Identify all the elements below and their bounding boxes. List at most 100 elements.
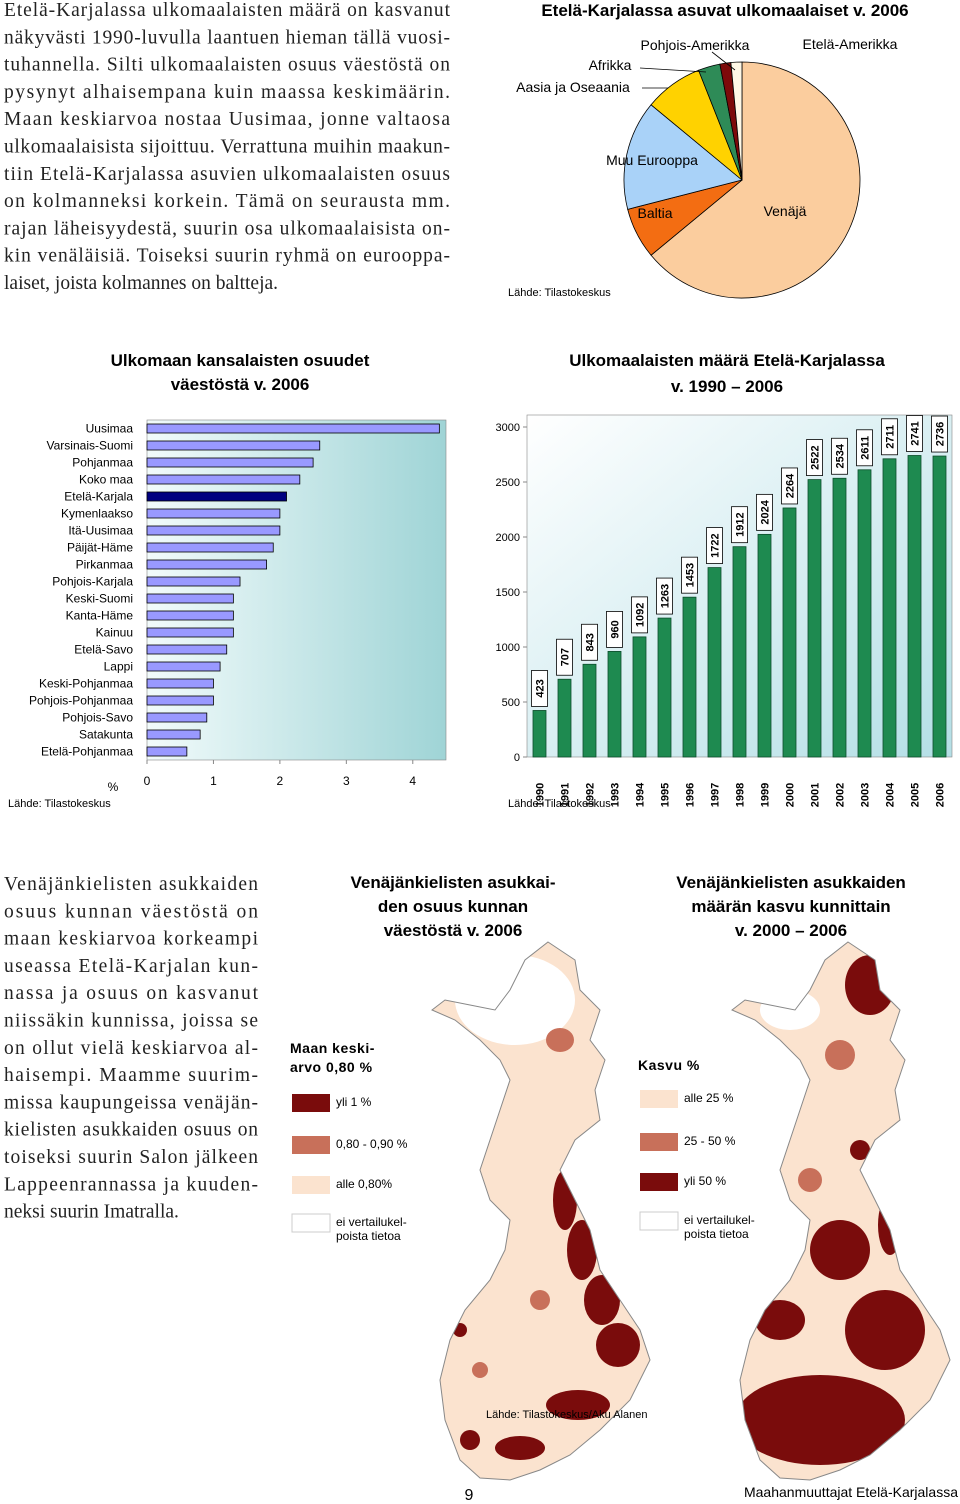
bar	[146, 525, 281, 536]
x-tick-label: 2002	[835, 783, 847, 807]
value-label-box	[831, 437, 848, 475]
paragraph-line: maan keskiarvoa korkeampi	[4, 929, 259, 950]
paragraph-line: on ollut vielä keskiarvoa al-	[4, 1038, 258, 1059]
value-label: 2522	[806, 439, 823, 476]
value-label-text: 2522	[810, 445, 822, 469]
bar	[146, 593, 234, 604]
source: Lähde: Tilastokeskus/Aku Alanen	[486, 1409, 647, 1421]
category-label: Kanta-Häme	[66, 609, 134, 623]
legend-label: alle 25 %	[684, 1091, 734, 1105]
value-label-box	[606, 611, 623, 648]
bar	[782, 507, 797, 758]
bar	[557, 678, 572, 758]
value-label-text: 1722	[710, 533, 722, 557]
x-axis-label: %	[108, 780, 119, 794]
bar	[146, 576, 241, 587]
category-label: Koko maa	[79, 473, 133, 487]
value-label: 707	[556, 638, 573, 676]
map-region	[735, 1375, 905, 1465]
value-label-text: 2024	[760, 499, 772, 524]
value-label-text: 2534	[835, 443, 847, 468]
bar	[146, 542, 274, 553]
value-label-box	[681, 556, 698, 594]
map-title: väestöstä v. 2006	[384, 921, 523, 940]
bar	[146, 440, 321, 451]
x-tick-label: 1	[210, 774, 217, 788]
legend-swatch	[291, 1213, 331, 1233]
paragraph-line: kin venäläisiä. Toiseksi suurin ryhmä on…	[4, 246, 450, 267]
paragraph-line: Maan keskiarvoa nostaa Uusimaa, jonne va…	[4, 109, 450, 130]
value-label: 1092	[631, 596, 648, 634]
legend-title: Maan keski-	[290, 1040, 375, 1056]
paragraph-line: ulkomaalaisista sijoittuu. Verrattuna mu…	[4, 137, 450, 158]
chart-title: Ulkomaalaisten määrä Etelä-Karjalassa	[569, 351, 885, 370]
category-label: Pohjois-Karjala	[52, 575, 133, 589]
value-label: 843	[581, 623, 598, 661]
map-region	[546, 1028, 574, 1052]
source: Lähde: Tilastokeskus	[508, 287, 611, 299]
bar	[146, 474, 301, 485]
bar	[146, 491, 287, 502]
value-label-text: 960	[610, 620, 622, 638]
legend-label: poista tietoa	[336, 1229, 401, 1243]
pie-label: Venäjä	[764, 203, 807, 219]
y-tick-label: 0	[514, 752, 520, 764]
category-label: Itä-Uusimaa	[68, 524, 133, 538]
x-tick-label: 1996	[685, 783, 697, 807]
bar	[146, 661, 221, 672]
bar	[146, 712, 208, 723]
legend-swatch	[292, 1136, 330, 1154]
category-label: Lappi	[104, 660, 133, 674]
legend-swatch	[292, 1176, 330, 1194]
paragraph-line: useassa Etelä-Karjalan kun-	[4, 956, 258, 977]
x-tick-label: 1999	[760, 783, 772, 807]
y-tick-label: 3000	[496, 422, 520, 434]
value-label: 1263	[656, 577, 673, 615]
bar	[582, 663, 597, 758]
map-region	[760, 990, 820, 1030]
category-label: Kymenlaakso	[61, 507, 133, 521]
bar	[932, 455, 947, 758]
y-tick-label: 500	[502, 697, 520, 709]
bar	[146, 729, 201, 740]
x-tick-label: 2004	[885, 782, 897, 807]
value-label-box	[806, 439, 823, 476]
map-title: määrän kasvu kunnittain	[691, 897, 890, 916]
map-region	[567, 1220, 597, 1280]
value-label: 2736	[931, 415, 948, 453]
map-finland	[431, 941, 651, 1481]
value-label-box	[706, 527, 723, 564]
bar	[146, 610, 234, 621]
bar	[732, 546, 747, 758]
pie-label: Aasia ja Oseaania	[516, 79, 630, 95]
page-number: 9	[465, 1487, 474, 1504]
x-tick-label: 1991	[560, 783, 572, 807]
value-label: 1453	[681, 556, 698, 594]
y-tick-label: 2000	[496, 532, 520, 544]
paragraph-line: kielisten asukkaiden osuus on	[4, 1120, 258, 1141]
bar	[146, 746, 188, 757]
map-region	[850, 1140, 870, 1160]
bar	[907, 455, 922, 758]
paragraph-line: nassa ja osuus on kasvanut	[4, 983, 259, 1004]
value-label: 1722	[706, 527, 723, 564]
category-label: Varsinais-Suomi	[47, 439, 133, 453]
legend-title: Kasvu %	[638, 1057, 700, 1073]
legend-label: ei vertailukel-	[684, 1213, 755, 1227]
bar	[146, 423, 440, 434]
paragraph-line: Venäjänkielisten asukkaiden	[4, 874, 258, 895]
value-label-box	[631, 596, 648, 634]
chart-title: Etelä-Karjalassa asuvat ulkomaalaiset v.…	[541, 1, 908, 20]
x-tick-label: 1993	[610, 783, 622, 807]
pie-slice	[730, 61, 743, 181]
map-title: Venäjänkielisten asukkai-	[350, 873, 555, 892]
value-label: 2741	[906, 415, 923, 452]
value-label: 2264	[781, 467, 798, 505]
paragraph-line: neksi suurin Imatralla.	[4, 1202, 179, 1223]
bar	[882, 458, 897, 758]
pie-label: Baltia	[637, 205, 672, 221]
value-label-box	[656, 577, 673, 615]
x-tick-label: 3	[343, 774, 350, 788]
x-tick-label: 1995	[660, 783, 672, 807]
